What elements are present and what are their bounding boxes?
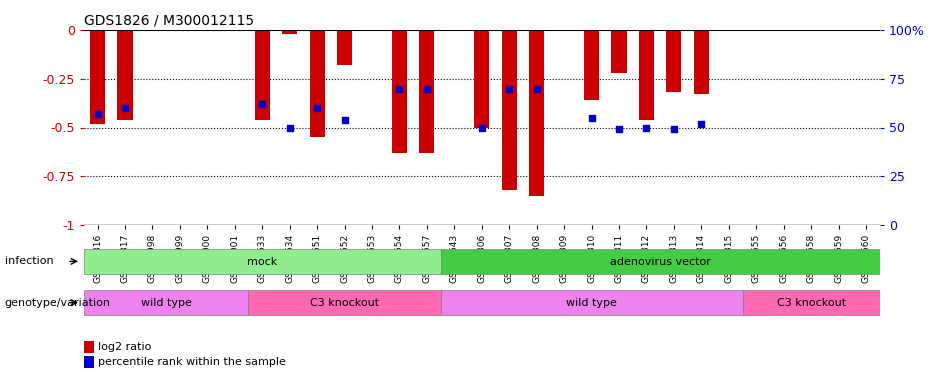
Bar (282, 30, 297, 34)
FancyBboxPatch shape (249, 290, 440, 315)
Bar (84, 341, 94, 352)
Bar (419, 30, 435, 153)
Point (420, 86, 435, 92)
Text: percentile rank within the sample: percentile rank within the sample (98, 357, 286, 367)
Text: C3 knockout: C3 knockout (776, 298, 845, 308)
FancyBboxPatch shape (440, 249, 880, 274)
Text: C3 knockout: C3 knockout (310, 298, 379, 308)
FancyBboxPatch shape (84, 290, 249, 315)
Point (90, 111, 105, 117)
Bar (694, 30, 708, 94)
FancyBboxPatch shape (84, 249, 440, 274)
Point (392, 86, 407, 92)
FancyBboxPatch shape (440, 290, 743, 315)
Point (337, 117, 352, 123)
Point (529, 86, 544, 92)
Text: GDS1826 / M300012115: GDS1826 / M300012115 (84, 13, 254, 27)
Point (474, 124, 490, 130)
Point (639, 124, 654, 130)
Bar (392, 30, 407, 153)
Text: wild type: wild type (566, 298, 617, 308)
Point (667, 126, 681, 132)
Point (255, 101, 270, 107)
Bar (117, 30, 132, 120)
Point (117, 105, 132, 111)
Bar (529, 30, 545, 196)
Bar (612, 30, 627, 73)
Text: wild type: wild type (141, 298, 192, 308)
Bar (337, 30, 352, 65)
Text: genotype/variation: genotype/variation (5, 298, 111, 307)
Text: mock: mock (247, 256, 277, 267)
Text: infection: infection (5, 256, 53, 266)
Bar (584, 30, 600, 100)
Bar (667, 30, 681, 92)
Point (584, 115, 599, 121)
Bar (474, 30, 490, 128)
Point (612, 126, 627, 132)
Bar (255, 30, 270, 120)
Bar (84, 356, 94, 368)
Point (310, 105, 325, 111)
Bar (639, 30, 654, 120)
Text: log2 ratio: log2 ratio (98, 342, 151, 352)
Bar (309, 30, 325, 137)
Bar (90, 30, 105, 124)
FancyBboxPatch shape (743, 290, 880, 315)
Bar (502, 30, 517, 190)
Point (282, 124, 297, 130)
Point (502, 86, 517, 92)
Text: adenovirus vector: adenovirus vector (610, 256, 710, 267)
Point (694, 121, 708, 127)
